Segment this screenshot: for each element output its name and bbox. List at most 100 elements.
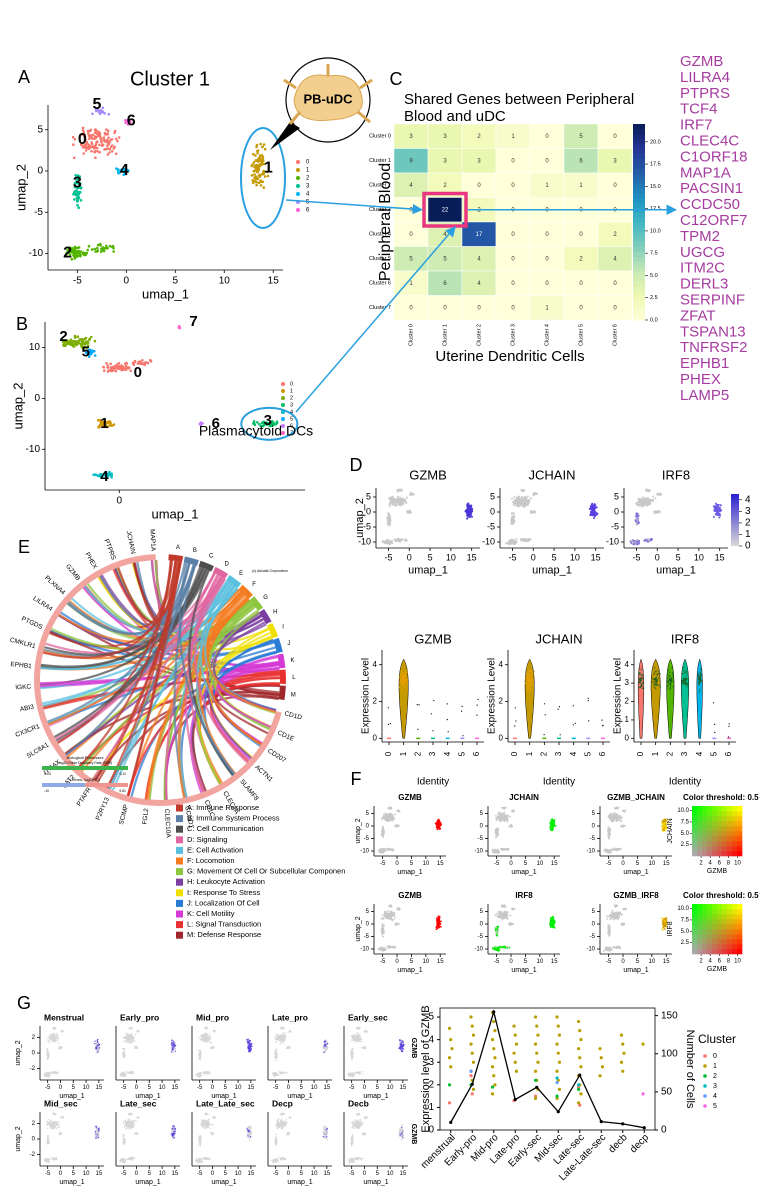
cell-point [129,369,132,373]
x-tick-label: 5 [410,861,414,867]
cell-point [262,172,265,176]
cell-point [638,503,641,506]
y-tick-label: 10.0 [677,808,689,814]
cell-point [388,514,391,517]
cell-point [76,250,79,254]
colorbar-step [633,177,645,184]
blend-cell [727,806,733,812]
x-tick-label: 15 [268,276,280,287]
y-tick-label: 5 [614,491,619,501]
violin-point [527,672,529,674]
x-axis-label: GZMB [707,868,728,875]
cell-point [257,159,261,162]
cell-point [75,340,79,343]
cell-point [530,497,532,500]
violin-point [685,683,687,685]
y-tick-label: 2 [499,697,504,706]
cell-point [620,824,623,827]
violin-point [653,681,655,683]
x-tick-label: 4 [709,861,713,867]
cell-point [254,164,257,168]
cell-point [98,131,102,135]
umap-points [61,324,279,479]
cell-point [513,810,515,813]
cell-point [263,175,267,178]
cell-point [400,497,403,500]
cell-point [79,191,82,194]
cell-point [592,511,595,514]
violin-point [404,672,406,674]
violin-point [476,704,478,706]
cell-point [124,368,128,372]
cell-point [259,142,262,146]
cell-point [259,179,262,182]
x-tick-label: 5 [552,552,557,562]
gene-label: LILRA4 [32,595,54,613]
scale-bar [85,783,128,787]
legend-label: B: Immune System Process [187,814,280,823]
panel-label: D [350,455,363,475]
cell-point [510,522,513,525]
cell-point [470,504,473,507]
cell-point [96,243,100,247]
violin-point [654,667,656,669]
cell-dendrite [357,110,371,124]
violin-point [531,677,533,679]
legend-swatch [176,825,183,833]
blend-cell [692,826,698,832]
cell-point [95,140,98,144]
cell-point [65,252,68,256]
cell-point [437,921,440,923]
blend-cell [717,811,723,817]
violin-point [658,672,660,675]
legend-swatch [176,910,183,918]
violin-point [418,704,420,706]
cell-point [507,815,509,817]
cell-point [93,354,97,357]
x-axis-label: umap_1 [152,506,199,521]
cell-point [266,170,269,174]
cell-point [94,156,97,159]
blend-cell [702,846,708,852]
violin-point [515,720,517,722]
violin-point [698,679,700,682]
cell-point [661,830,664,832]
cell-point [386,819,389,821]
process-key: H [273,609,277,615]
cell-point [391,542,394,545]
cluster-label: 0 [78,131,87,148]
violin-point [699,688,701,690]
cell-point [113,131,116,134]
gene-label: CD1D [284,710,303,721]
violin-point [527,671,530,673]
blend-cell [697,811,703,817]
cell-point [105,140,109,144]
cell-point [261,180,265,184]
cell-point [252,422,255,425]
violin-point [656,679,658,681]
cell-point [121,365,125,368]
cell-point [89,146,92,149]
violin-point [654,679,656,681]
cell-point [604,848,607,851]
cell-point [75,178,78,181]
gene-label: ABI3 [19,704,35,714]
cell-dendrite [359,78,373,90]
y-tick-label: 0 [37,166,43,177]
cluster-label: 4 [120,162,129,179]
violin [696,658,703,739]
cell-point [104,474,108,478]
process-key: F [252,582,256,588]
y-tick-label: -10 [474,849,483,855]
cell-point [105,246,108,250]
cell-point [88,129,92,133]
blend-cell [732,806,738,812]
cell-point [382,917,385,919]
violin-point [404,674,406,676]
gene-label: SLAMF8 [238,778,260,802]
cluster-label: 1 [264,160,273,177]
cell-point [251,179,255,182]
cell-point [107,369,111,372]
violin-point [700,668,702,670]
violin-point [417,728,419,731]
